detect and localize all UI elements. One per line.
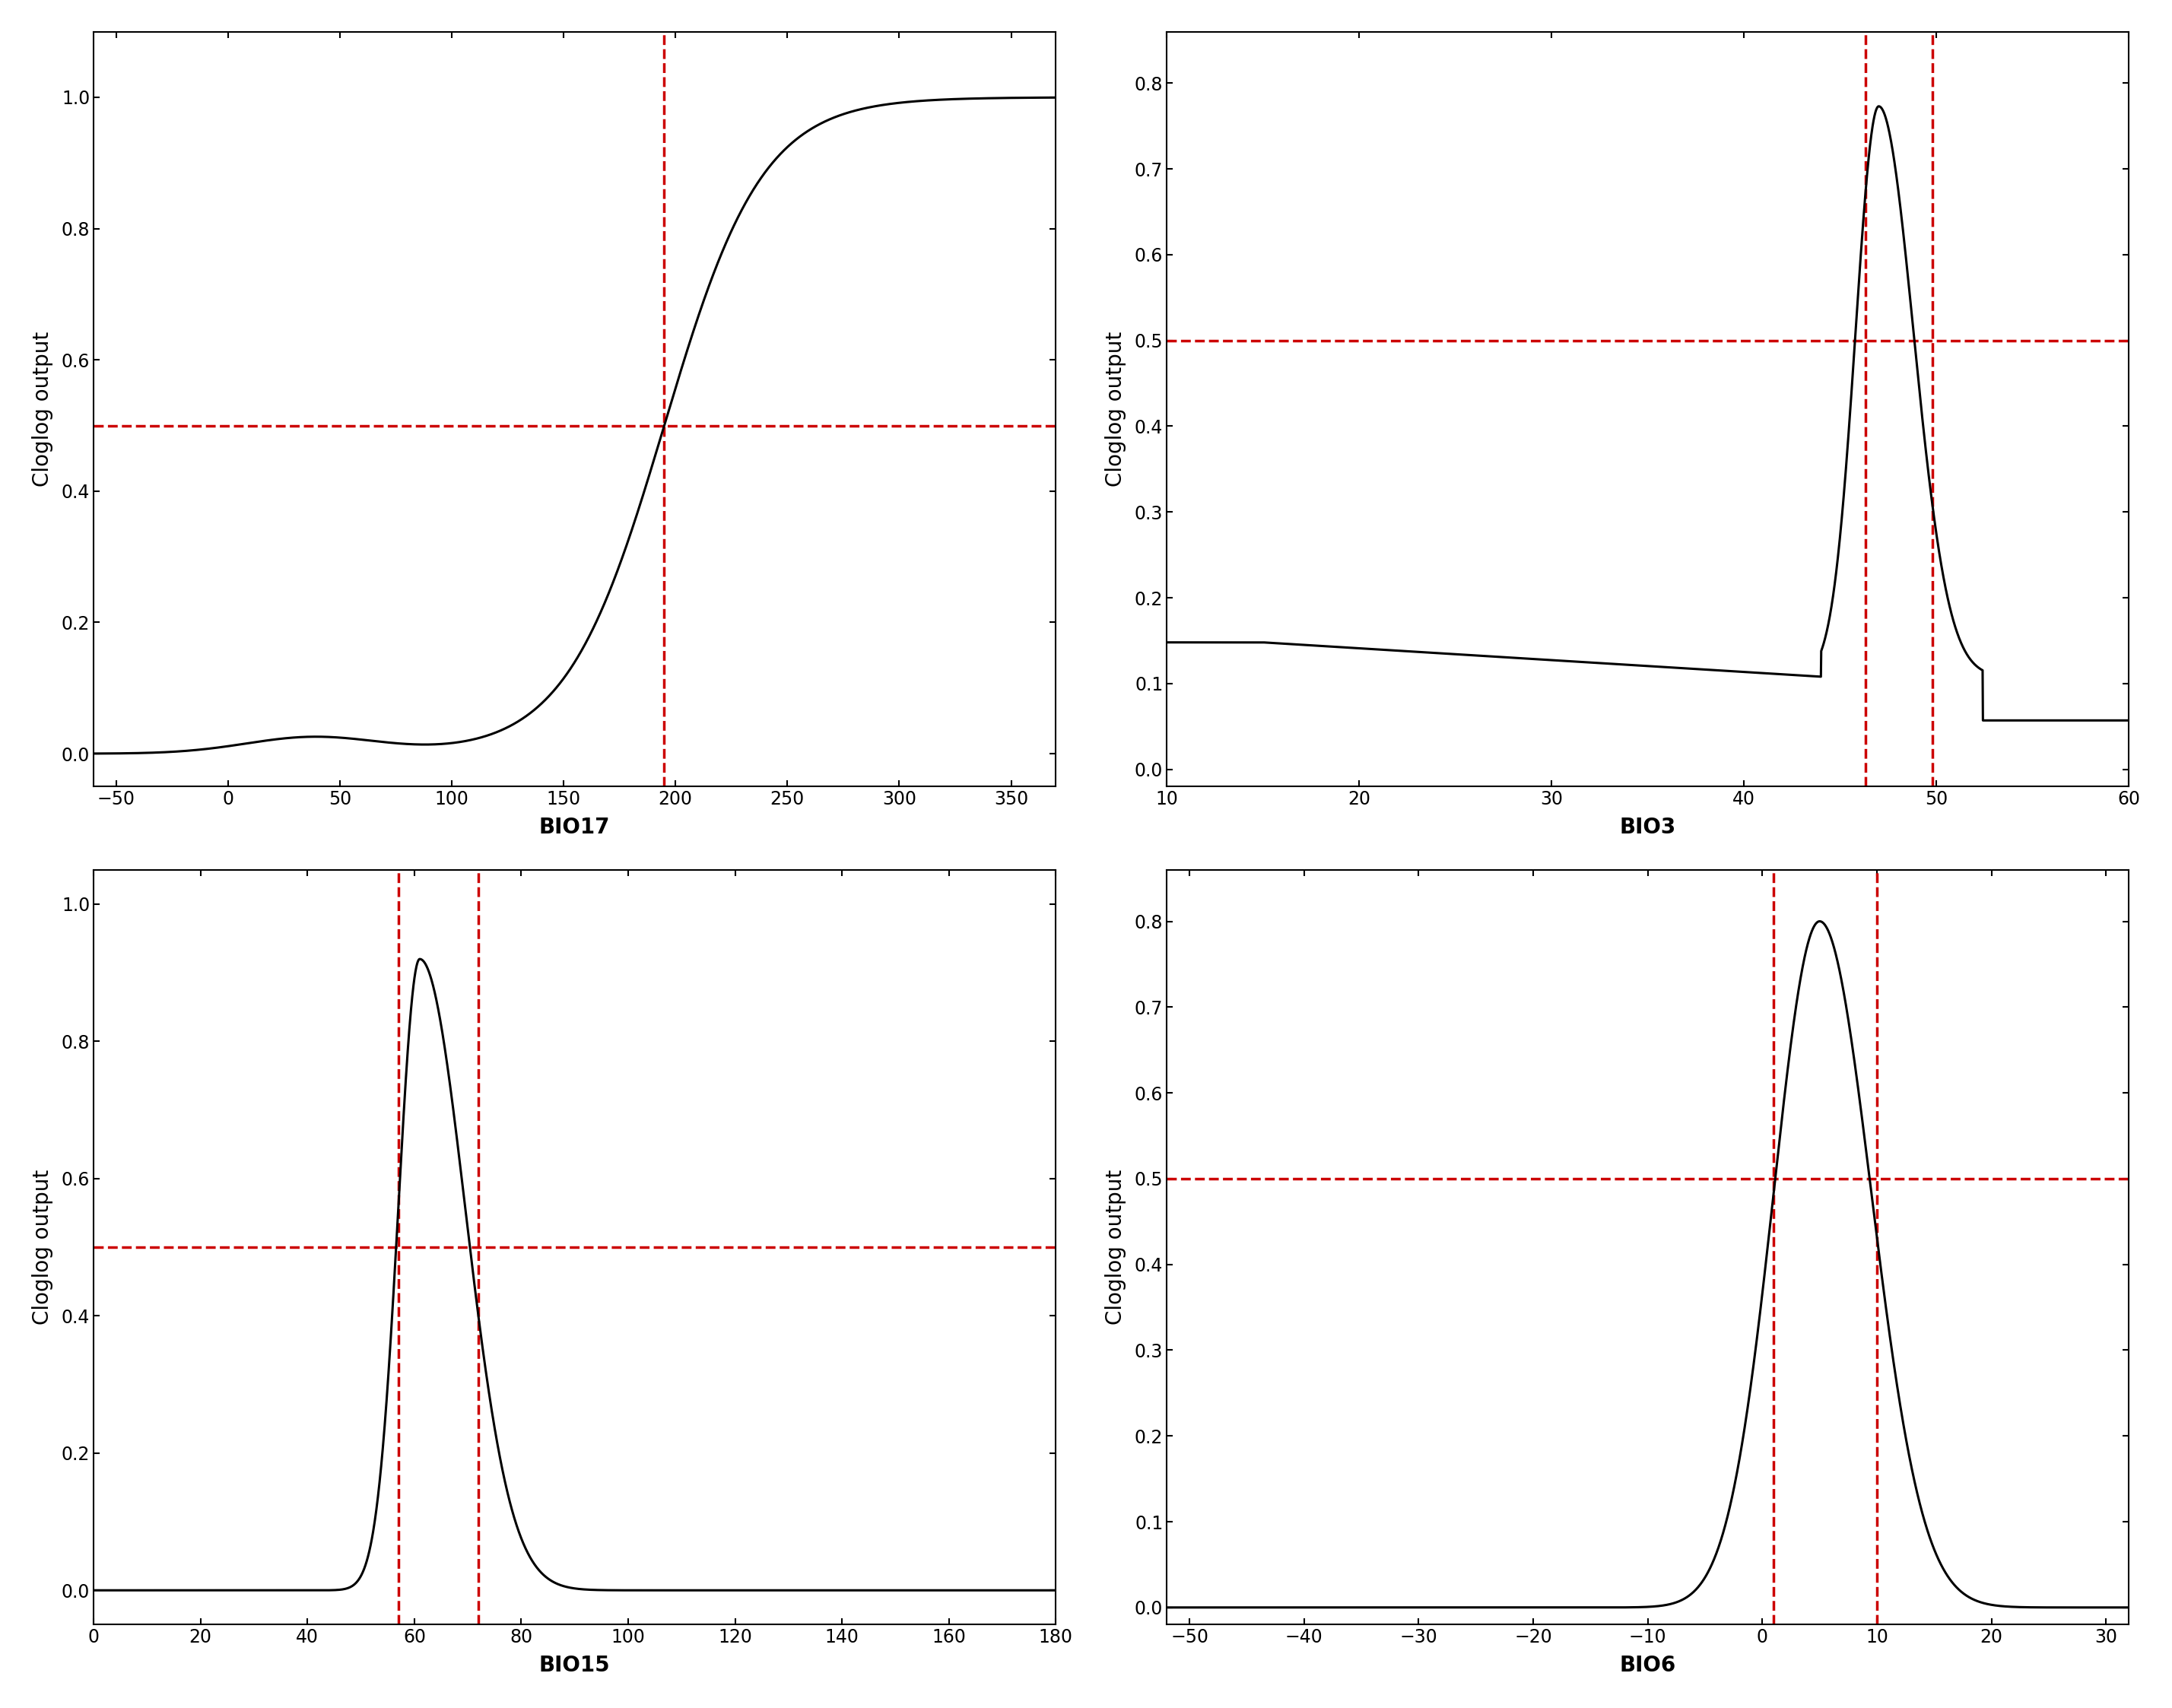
Y-axis label: Cloglog output: Cloglog output [1106,1170,1125,1325]
Y-axis label: Cloglog output: Cloglog output [33,331,52,487]
X-axis label: BIO3: BIO3 [1620,816,1677,839]
X-axis label: BIO6: BIO6 [1620,1655,1677,1676]
X-axis label: BIO17: BIO17 [539,816,610,839]
X-axis label: BIO15: BIO15 [539,1655,610,1676]
Y-axis label: Cloglog output: Cloglog output [1106,331,1125,487]
Y-axis label: Cloglog output: Cloglog output [33,1170,52,1325]
